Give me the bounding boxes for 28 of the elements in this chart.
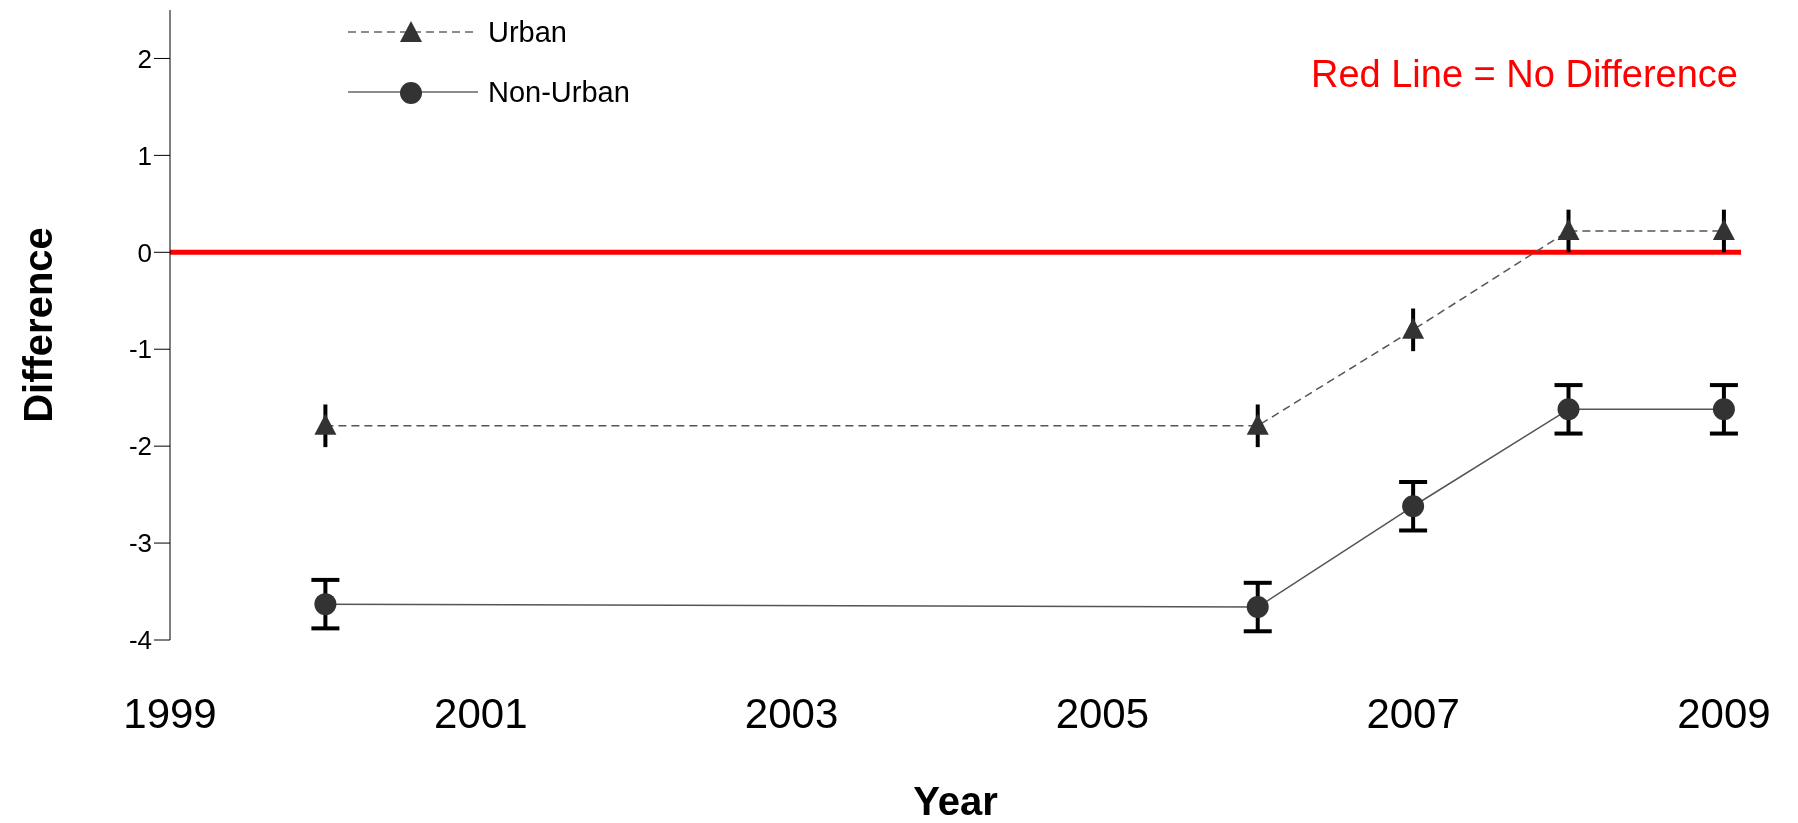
- y-axis-title: Difference: [16, 227, 61, 423]
- y-tick-label: 2: [137, 43, 152, 74]
- point: [1712, 218, 1735, 240]
- y-tick-label: 0: [137, 237, 152, 268]
- x-tick-label: 2001: [434, 689, 528, 737]
- legend-label: Non-Urban: [488, 75, 630, 109]
- x-tick-label: 2009: [1677, 689, 1771, 737]
- point: [314, 593, 337, 616]
- point: [1246, 596, 1269, 619]
- x-tick-label: 2003: [744, 689, 839, 737]
- point: [1402, 317, 1425, 339]
- x-tick-label: 2007: [1366, 689, 1460, 737]
- annotation: Red Line = No Difference: [1310, 53, 1738, 96]
- y-tick-label: -1: [128, 334, 152, 365]
- x-tick-label: 1999: [123, 689, 217, 737]
- x-axis-title: Year: [913, 779, 998, 823]
- legend-label: Urban: [488, 15, 567, 49]
- y-tick-label: -3: [128, 528, 152, 559]
- point: [1557, 218, 1580, 240]
- point: [1712, 398, 1735, 421]
- point: [1246, 413, 1269, 435]
- y-tick-label: -2: [128, 431, 152, 462]
- point: [314, 413, 337, 435]
- point: [1402, 495, 1425, 518]
- y-tick-label: 1: [137, 140, 152, 171]
- point: [1557, 398, 1580, 421]
- x-tick-label: 2005: [1055, 689, 1150, 737]
- y-tick-label: -4: [128, 625, 152, 656]
